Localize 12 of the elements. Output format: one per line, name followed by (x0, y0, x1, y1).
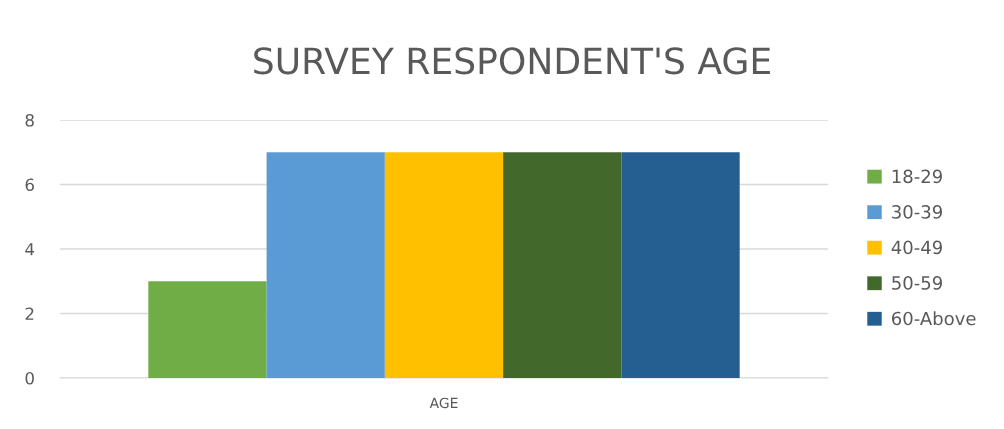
legend-label: 50-59 (892, 276, 942, 290)
y-tick-label: 4 (25, 243, 35, 256)
x-tick-label: AGE (429, 397, 458, 409)
y-tick-label: 6 (25, 178, 34, 192)
legend-label: 60-Above (892, 311, 976, 326)
y-tick-label: 8 (25, 113, 34, 127)
legend-label: 18-29 (892, 169, 942, 184)
legend-label: 40-49 (891, 240, 942, 255)
y-tick-label: 0 (25, 371, 34, 385)
legend-label: 30-39 (892, 205, 942, 219)
y-tick-label: 2 (25, 307, 34, 320)
chart-title: SURVEY RESPONDENT'S AGE (254, 47, 770, 75)
